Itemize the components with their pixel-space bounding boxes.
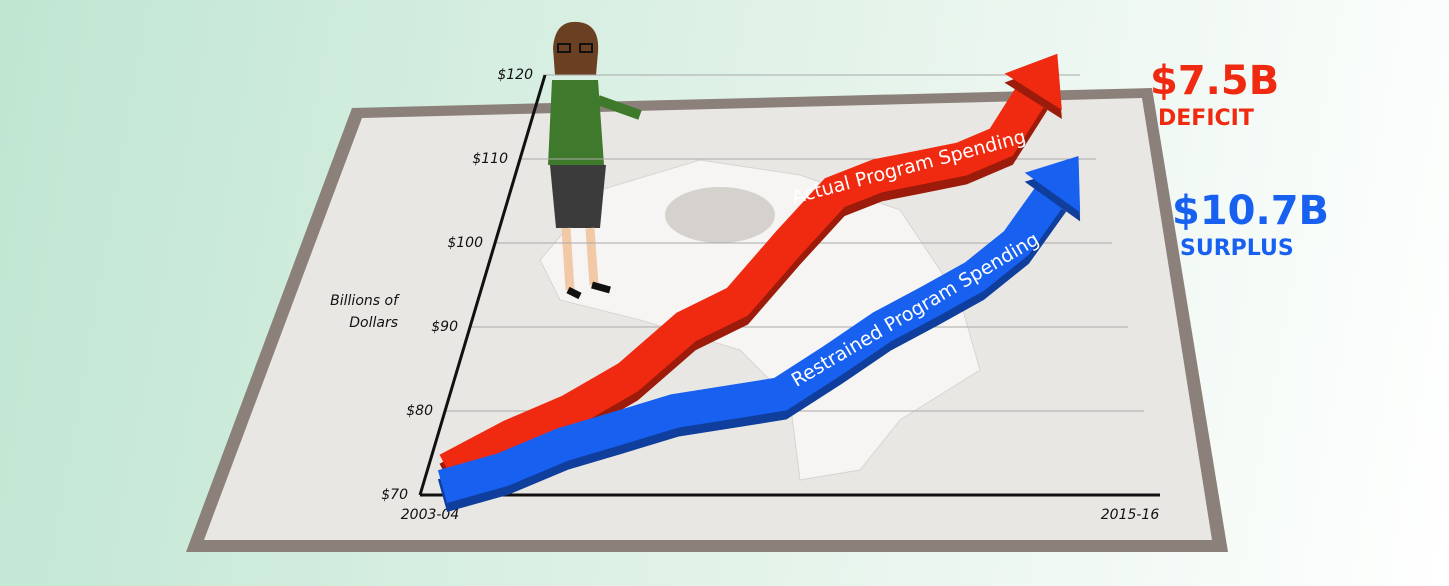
y-axis <box>418 74 547 496</box>
x-tick-label: 2015-16 <box>1101 507 1160 523</box>
y-axis-label: Billions of Dollars <box>330 293 398 331</box>
y-tick-label: $70 <box>381 487 408 503</box>
x-tick-label: 2003-04 <box>401 507 460 523</box>
y-tick-label: $80 <box>406 403 433 419</box>
ribbon <box>439 82 1048 485</box>
arrow-head <box>1004 53 1062 110</box>
y-tick-label: $100 <box>447 235 483 251</box>
presenter <box>548 21 642 300</box>
deficit-amount: $7.5B <box>1150 58 1280 104</box>
ribbon <box>437 182 1067 503</box>
lake <box>665 187 775 243</box>
surplus-label: SURPLUS <box>1180 236 1294 261</box>
arrow-head <box>1024 156 1081 213</box>
y-tick-label: $110 <box>472 151 508 167</box>
y-tick-label: $90 <box>431 319 458 335</box>
surplus-amount: $10.7B <box>1172 188 1330 234</box>
y-tick-label: $120 <box>497 67 533 83</box>
deficit-label: DEFICIT <box>1158 106 1254 131</box>
